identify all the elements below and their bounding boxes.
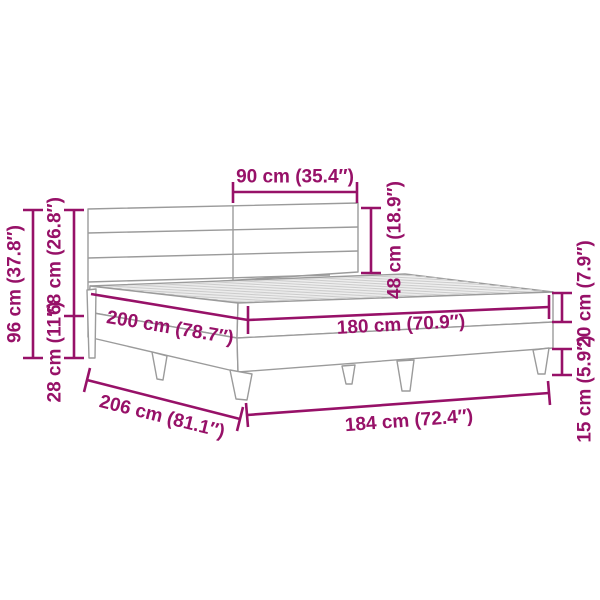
headboard [87,202,359,291]
dim-headboard-half-width [231,182,359,203]
leg-left-middle [151,351,168,381]
leg-back-middle [341,364,356,385]
dim-headboard-half-width-label: 90 cm (35.4″) [236,167,354,188]
dim-total-height-label: 96 cm (37.8″) [5,225,26,343]
headboard-slat-line [87,274,331,283]
leg-headboard-left [86,288,97,359]
dim-total-height [23,208,43,360]
dimension-lines [23,182,572,432]
dim-mattress-thickness-label: 20 cm (7.9″) [575,240,596,347]
dim-mattress-thickness [552,291,572,324]
mattress-quilt-lines [100,274,543,303]
dim-headboard-drop [361,206,381,275]
dim-base-height-label: 28 cm (11″) [45,302,66,403]
headboard-slat-line [87,250,359,259]
dim-headboard-drop-label: 48 cm (18.9″) [385,181,406,299]
dim-mattress-width [247,295,551,322]
dim-footprint-width-label: 184 cm (72.4″) [344,406,474,436]
leg-front-middle [396,359,415,392]
dim-leg-height-label: 15 cm (5.9″) [575,335,596,442]
leg-front-corner [229,369,253,401]
bed-drawing [86,202,554,401]
dim-headboard-above-base-label: 68 cm (26.8″) [45,197,66,315]
dim-leg-height [552,347,572,377]
headboard-slat-line [87,226,359,234]
dim-footprint-length [82,367,245,432]
dim-footprint-width [244,380,552,428]
leg-right-corner [532,347,550,375]
dim-headboard-above-base-and-base-height [64,208,84,360]
